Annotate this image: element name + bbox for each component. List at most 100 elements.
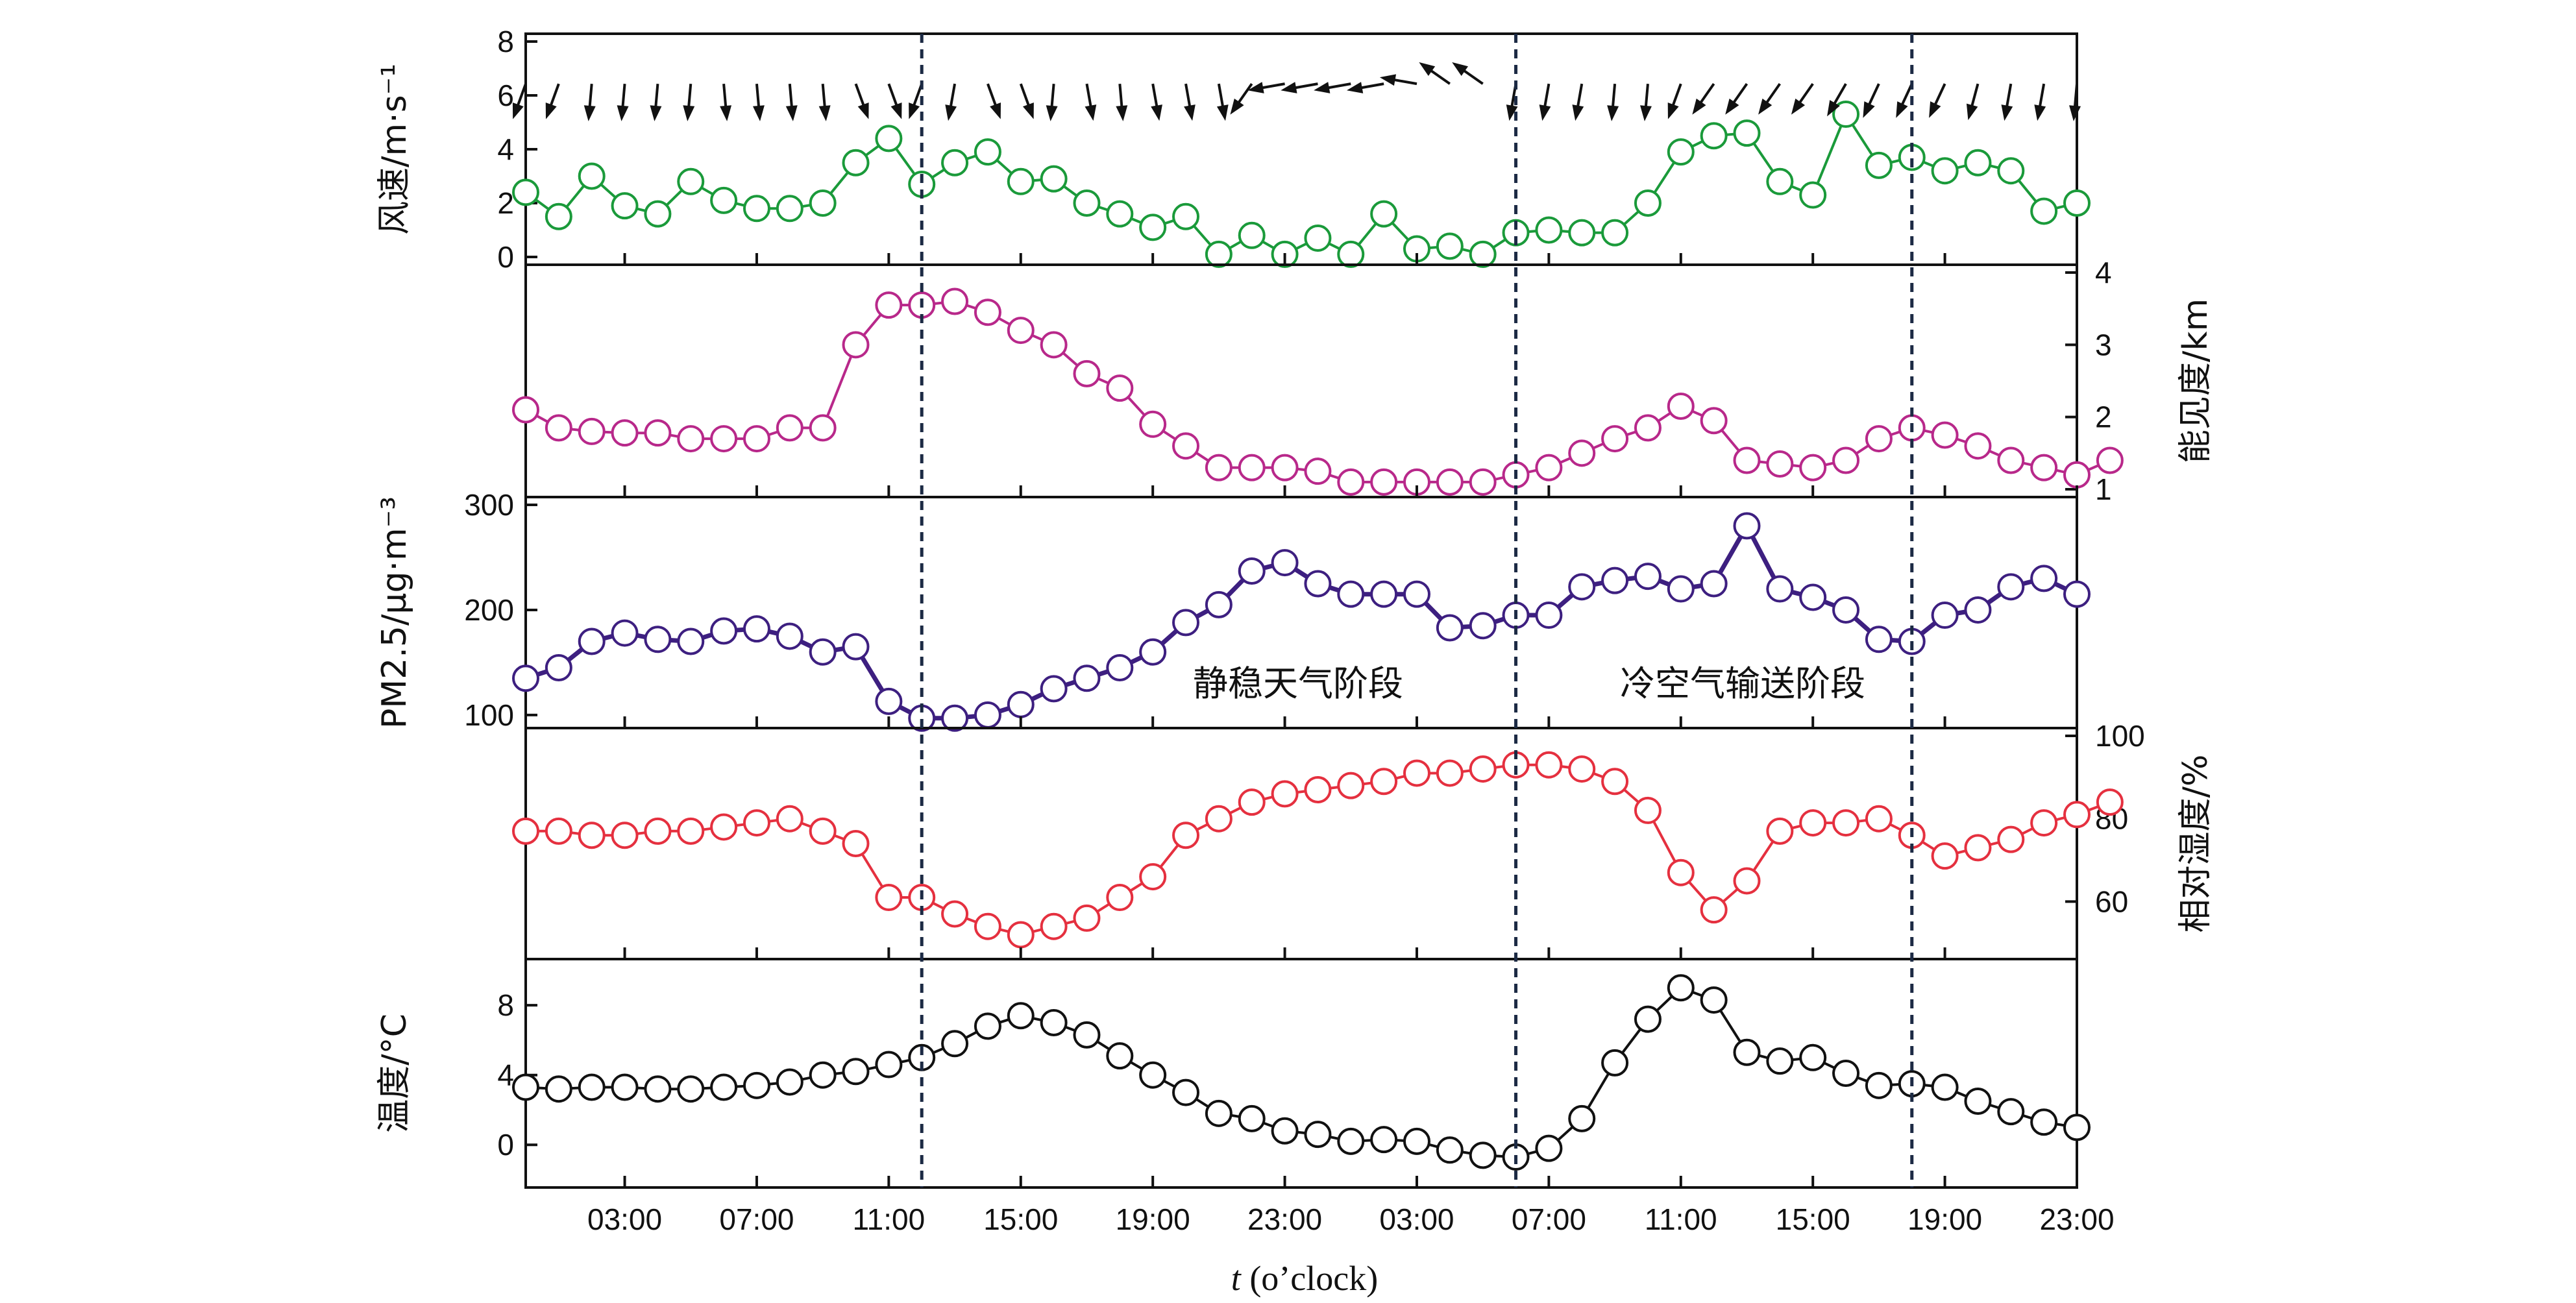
data-point	[1766, 167, 1794, 195]
data-point	[677, 425, 705, 453]
wind-arrow	[1046, 83, 1058, 121]
data-point	[974, 298, 1001, 326]
panel-frame	[524, 727, 2078, 960]
data-point	[1964, 432, 1992, 460]
y-axis-label: 温度/°C	[375, 1014, 414, 1133]
data-point	[1601, 425, 1629, 453]
data-point	[1568, 219, 1596, 247]
data-point	[1832, 1060, 1860, 1087]
data-point	[1205, 805, 1233, 833]
data-point	[941, 1030, 969, 1058]
wind-arrow	[818, 83, 831, 121]
data-point	[1007, 690, 1035, 718]
data-point	[545, 1075, 572, 1103]
data-point	[1931, 421, 1959, 449]
wind-arrow	[752, 83, 765, 121]
data-point	[512, 396, 539, 424]
data-point	[941, 287, 969, 315]
data-point	[941, 900, 969, 928]
data-point	[1964, 596, 1992, 624]
data-point	[1403, 580, 1430, 608]
series-line	[524, 111, 2078, 256]
data-point	[611, 419, 639, 447]
data-point	[776, 414, 803, 442]
data-point	[677, 627, 705, 655]
data-point	[1865, 151, 1893, 179]
data-point	[1304, 1121, 1332, 1149]
data-point	[2096, 446, 2124, 474]
wind-arrow	[683, 83, 695, 121]
data-point	[809, 189, 837, 217]
data-point	[1568, 439, 1596, 467]
data-point	[2030, 809, 2058, 837]
data-point	[578, 162, 606, 190]
x-axis-label: t (o’clock)	[1231, 1259, 1378, 1298]
data-point	[842, 1058, 870, 1086]
data-point	[644, 817, 672, 845]
data-point	[545, 817, 572, 845]
data-point	[1766, 817, 1794, 845]
x-tick-label: 07:00	[1512, 1202, 1586, 1236]
data-point	[1634, 563, 1662, 591]
data-point	[776, 1068, 803, 1096]
data-point	[1667, 859, 1695, 886]
data-point	[1040, 165, 1068, 193]
panel-0: 0 2 4 6 8 风速/m·s⁻¹	[375, 25, 2091, 274]
y-axis-label: 能见度/km	[2176, 298, 2215, 463]
data-point	[842, 830, 870, 857]
data-point	[1271, 454, 1299, 481]
wind-arrow	[1572, 83, 1584, 121]
data-point	[1799, 809, 1827, 837]
y-axis-label: 相对湿度/%	[2176, 755, 2215, 933]
data-point	[842, 331, 870, 359]
data-point	[1007, 1002, 1035, 1030]
data-point	[611, 192, 639, 220]
y-tick-label: 100	[2095, 719, 2145, 753]
x-tick-label: 07:00	[719, 1202, 794, 1236]
data-point	[1865, 805, 1893, 833]
data-point	[512, 178, 539, 206]
data-point	[1799, 583, 1827, 611]
data-point	[710, 425, 738, 453]
data-point	[1172, 1078, 1200, 1106]
data-point	[710, 813, 738, 841]
data-point	[1205, 454, 1233, 481]
data-point	[1601, 219, 1629, 247]
wind-arrow	[1116, 83, 1128, 121]
data-point	[1601, 566, 1629, 594]
wind-arrow	[1692, 83, 1715, 115]
data-point	[677, 817, 705, 845]
wind-arrow	[987, 83, 1001, 119]
data-point	[1403, 1127, 1430, 1155]
data-point	[1667, 974, 1695, 1002]
x-tick-label: 19:00	[1907, 1202, 1982, 1236]
data-point	[545, 654, 572, 682]
data-point	[2063, 189, 2091, 217]
x-tick-label: 11:00	[853, 1202, 926, 1236]
wind-arrow	[887, 83, 902, 119]
x-tick-label: 11:00	[1645, 1202, 1717, 1236]
data-point	[1139, 638, 1167, 666]
data-point	[1733, 512, 1761, 540]
data-point	[1370, 200, 1398, 228]
data-point	[1931, 842, 1959, 870]
data-point	[677, 167, 705, 195]
data-point	[1700, 896, 1728, 924]
data-point	[512, 817, 539, 845]
wind-arrow	[1607, 83, 1619, 121]
data-point	[742, 809, 770, 837]
data-point	[1139, 213, 1167, 241]
data-point	[1337, 580, 1365, 608]
data-point	[1931, 157, 1959, 185]
data-point	[1205, 591, 1233, 618]
data-point	[644, 626, 672, 653]
wind-arrow	[1896, 83, 1913, 118]
x-tick-label: 15:00	[1776, 1202, 1850, 1236]
y-axis-label: 风速/m·s⁻¹	[375, 64, 414, 235]
data-point	[1535, 1134, 1563, 1162]
data-point	[875, 884, 903, 911]
data-point	[842, 149, 870, 177]
data-point	[1337, 1127, 1365, 1155]
data-point	[578, 417, 606, 445]
